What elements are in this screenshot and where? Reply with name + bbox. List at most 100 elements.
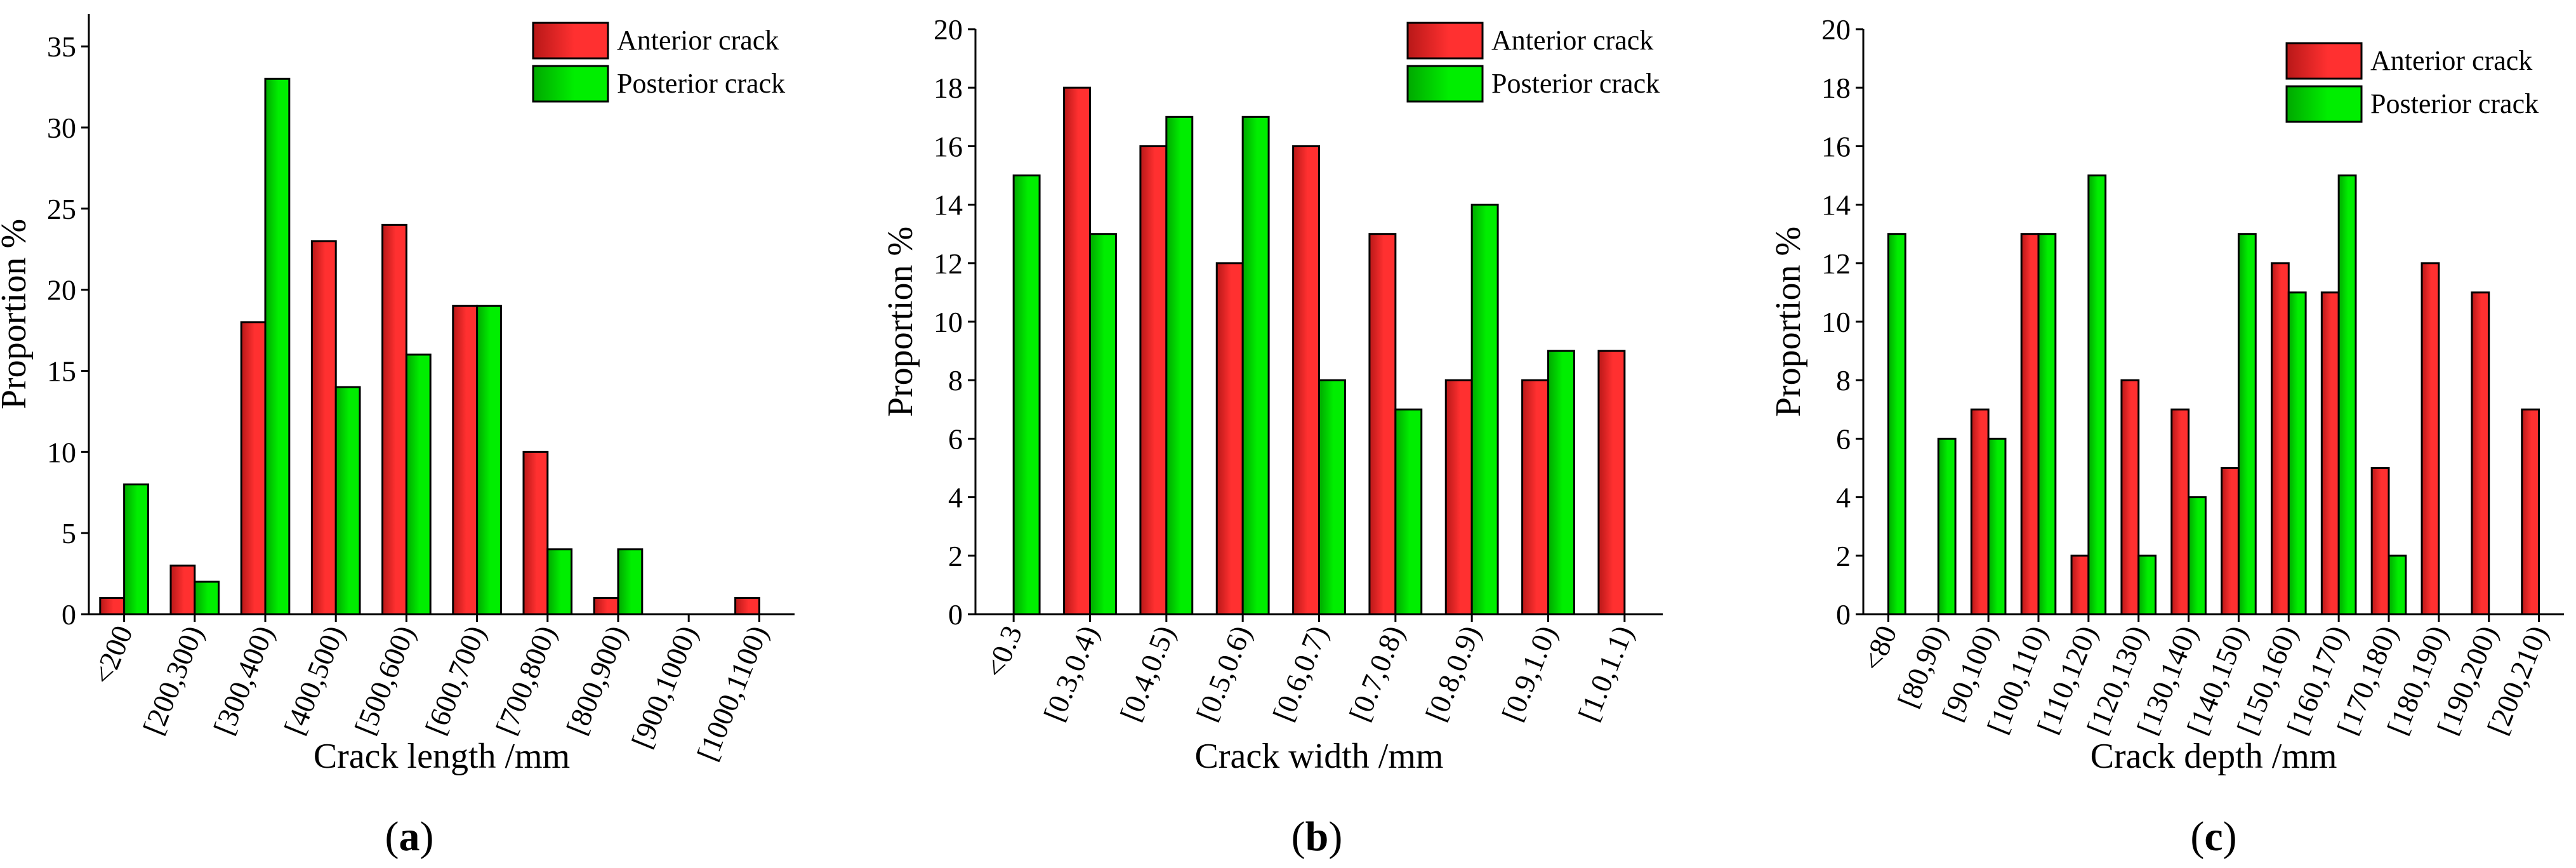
y-tick-label: 2	[948, 540, 963, 572]
y-tick-label: 6	[948, 423, 963, 455]
x-tick-label: [0.4,0.5)	[1114, 621, 1181, 726]
y-tick-label: 16	[934, 130, 963, 162]
x-tick-label: [600,700)	[419, 621, 492, 739]
posterior-bar	[334, 386, 361, 615]
y-tick-label: 18	[1821, 72, 1851, 104]
anterior-legend-swatch	[2285, 42, 2363, 80]
anterior-bar	[381, 223, 407, 615]
posterior-legend-swatch	[532, 65, 609, 103]
posterior-bar	[405, 353, 432, 615]
posterior-bar	[2237, 233, 2257, 615]
x-tick-label: <0.3	[979, 621, 1029, 682]
y-tick-label: 12	[1821, 247, 1851, 280]
y-tick-label: 20	[47, 274, 76, 306]
anterior-bar	[2521, 408, 2540, 615]
anterior-bar	[734, 596, 760, 615]
panel-label: (c)	[2190, 813, 2236, 860]
panel-label: (b)	[1291, 813, 1343, 860]
y-tick-label: 0	[62, 598, 76, 631]
posterior-bar	[1470, 204, 1499, 615]
panel-label-open: (	[2190, 813, 2204, 860]
anterior-bar	[1444, 379, 1473, 615]
legend-label: Anterior crack	[617, 25, 779, 56]
anterior-bar	[2170, 408, 2190, 615]
panel-label-close: )	[1328, 813, 1342, 860]
y-tick-label: 35	[47, 30, 76, 63]
anterior-bar	[2221, 467, 2240, 615]
y-tick-label: 30	[47, 112, 76, 144]
posterior-bar	[2188, 496, 2207, 615]
posterior-bar	[1012, 174, 1041, 615]
x-tick-label: <80	[1856, 621, 1903, 676]
x-tick-label: [0.3,0.4)	[1038, 621, 1105, 726]
posterior-bar	[1394, 408, 1423, 615]
anterior-bar	[1063, 86, 1092, 615]
anterior-bar	[2070, 555, 2090, 615]
panel-label-open: (	[385, 813, 399, 860]
x-tick-label: [1.0,1.1)	[1572, 621, 1639, 726]
legend: Anterior crack Posterior crack	[2285, 42, 2539, 123]
posterior-bar	[264, 77, 291, 615]
posterior-bar	[1165, 115, 1194, 615]
y-tick-label: 5	[62, 517, 76, 549]
x-tick-label: [0.5,0.6)	[1190, 621, 1257, 726]
anterior-bar	[452, 305, 479, 615]
panel-label-letter: a	[399, 813, 420, 860]
y-axis-title: Proportion %	[1769, 227, 1808, 417]
y-axis-title: Proportion %	[0, 219, 34, 409]
anterior-bar	[2370, 467, 2390, 615]
chart-panel-a: 0 5 10 15 20 25 30 35 <200[200,300)[300,400)[400…	[0, 14, 795, 776]
panel-label-close: )	[2223, 813, 2237, 860]
anterior-bar	[1521, 379, 1550, 615]
x-tick-label: [300,400)	[208, 621, 281, 739]
posterior-bar	[1987, 437, 2007, 615]
posterior-bar	[1887, 233, 1906, 615]
posterior-bar	[617, 548, 644, 615]
anterior-bar	[1368, 233, 1397, 615]
posterior-bar	[546, 548, 573, 615]
posterior-legend-swatch	[2285, 85, 2363, 123]
y-tick-label: 10	[1821, 306, 1851, 338]
y-tick-label: 14	[1821, 189, 1851, 221]
x-axis-title: Crack depth /mm	[2091, 737, 2337, 776]
legend: Anterior crack Posterior crack	[1406, 22, 1660, 103]
anterior-bar	[593, 596, 619, 615]
posterior-bar	[2087, 174, 2107, 615]
y-tick-label: 8	[1836, 364, 1851, 397]
x-tick-label: [800,900)	[560, 621, 633, 739]
anterior-bar	[2020, 233, 2040, 615]
panel-label-letter: b	[1305, 813, 1329, 860]
y-tick-label: 12	[934, 247, 963, 280]
anterior-bar	[2270, 262, 2290, 615]
anterior-bar	[522, 450, 549, 615]
x-tick-label: [0.8,0.9)	[1419, 621, 1486, 726]
posterior-bar	[2137, 555, 2157, 615]
anterior-bar	[2320, 291, 2340, 615]
posterior-bar	[2287, 291, 2307, 615]
x-tick-label: <200	[86, 621, 139, 689]
anterior-legend-swatch	[1406, 22, 1484, 60]
x-tick-label: [1000,1100)	[690, 621, 774, 765]
y-tick-label: 0	[1836, 598, 1851, 631]
y-tick-label: 20	[1821, 13, 1851, 46]
legend-label: Anterior crack	[2370, 45, 2532, 76]
posterior-bar	[1089, 233, 1117, 615]
y-tick-label: 14	[934, 189, 963, 221]
posterior-bar	[2037, 233, 2057, 615]
posterior-bar	[1937, 437, 1957, 615]
x-tick-label: [200,300)	[136, 621, 209, 739]
x-tick-label: [400,500)	[278, 621, 351, 739]
posterior-bar	[1547, 350, 1575, 615]
anterior-bar	[1139, 145, 1168, 615]
legend-label: Anterior crack	[1491, 25, 1653, 56]
y-tick-label: 10	[934, 306, 963, 338]
x-tick-label: [900,1000)	[625, 621, 703, 753]
legend: Anterior crack Posterior crack	[532, 22, 785, 103]
anterior-bar	[310, 240, 337, 615]
panel-label-letter: c	[2204, 813, 2223, 860]
anterior-bar	[99, 596, 126, 615]
y-tick-label: 6	[1836, 423, 1851, 455]
anterior-bar	[2471, 291, 2490, 615]
legend-label: Posterior crack	[2370, 88, 2539, 119]
